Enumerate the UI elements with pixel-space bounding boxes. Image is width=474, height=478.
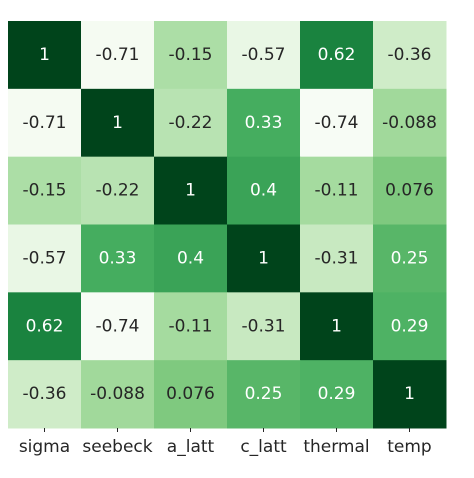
cell-annotation-r1-c3: 0.33 — [245, 113, 283, 133]
cell-annotation-r0-c4: 0.62 — [318, 45, 356, 65]
cell-annotation-r5-c5: 1 — [404, 384, 415, 404]
cells-layer — [8, 21, 447, 429]
cell-annotation-r0-c3: -0.57 — [242, 45, 286, 65]
x-tick-label-c_latt: c_latt — [240, 437, 287, 457]
cell-annotation-r0-c2: -0.15 — [169, 45, 213, 65]
heatmap-cell-r2-c3 — [227, 156, 301, 225]
cell-annotation-r0-c1: -0.71 — [96, 45, 140, 65]
heatmap-cell-r5-c4 — [300, 360, 374, 429]
cell-annotation-r3-c5: 0.25 — [391, 248, 429, 268]
cell-annotation-r3-c1: 0.33 — [99, 248, 137, 268]
heatmap-cell-r1-c4 — [300, 88, 374, 158]
heatmap-cell-r4-c4 — [300, 292, 374, 361]
heatmap-cell-r0-c1 — [81, 21, 155, 90]
heatmap-cell-r5-c2 — [154, 360, 228, 429]
heatmap-cell-r4-c1 — [81, 292, 155, 361]
x-tick-label-temp: temp — [387, 437, 431, 457]
heatmap-cell-r1-c2 — [154, 88, 228, 158]
cell-annotation-r1-c1: 1 — [112, 113, 123, 133]
heatmap-cell-r2-c2 — [154, 156, 228, 225]
cell-annotation-r3-c3: 1 — [258, 248, 269, 268]
heatmap-cell-r1-c3 — [227, 88, 301, 158]
heatmap-cell-r2-c4 — [300, 156, 374, 225]
cell-annotation-r0-c5: -0.36 — [388, 45, 432, 65]
cell-annotation-r1-c5: -0.088 — [382, 113, 437, 133]
heatmap-cell-r1-c5 — [373, 88, 447, 158]
cell-annotation-r5-c0: -0.36 — [23, 384, 67, 404]
heatmap-cell-r2-c0 — [8, 156, 82, 225]
cell-annotation-r1-c2: -0.22 — [169, 113, 213, 133]
cell-annotation-r1-c0: -0.71 — [23, 113, 67, 133]
heatmap-cell-r4-c5 — [373, 292, 447, 361]
cell-annotation-r2-c0: -0.15 — [23, 181, 67, 201]
heatmap-cell-r3-c0 — [8, 224, 82, 293]
heatmap-cell-r3-c3 — [227, 224, 301, 293]
x-tick-label-a_latt: a_latt — [167, 437, 215, 457]
cell-annotation-r4-c1: -0.74 — [96, 316, 140, 336]
cell-annotation-r5-c2: 0.076 — [166, 384, 215, 404]
heatmap-cell-r3-c4 — [300, 224, 374, 293]
heatmap-cell-r0-c5 — [373, 21, 447, 90]
cell-annotation-r5-c4: 0.29 — [318, 384, 356, 404]
heatmap-cell-r1-c1 — [81, 88, 155, 158]
cell-annotation-r4-c4: 1 — [331, 316, 342, 336]
heatmap-cell-r1-c0 — [8, 88, 82, 158]
cell-annotation-r2-c2: 1 — [185, 181, 196, 201]
heatmap-cell-r4-c2 — [154, 292, 228, 361]
heatmap-cell-r5-c0 — [8, 360, 82, 429]
cell-annotation-r2-c5: 0.076 — [385, 181, 434, 201]
cell-annotation-r1-c4: -0.74 — [315, 113, 359, 133]
cell-annotation-r5-c3: 0.25 — [245, 384, 283, 404]
heatmap-cell-r0-c0 — [8, 21, 82, 90]
heatmap-cell-r4-c3 — [227, 292, 301, 361]
x-tick-label-sigma: sigma — [19, 437, 70, 457]
x-tick-label-thermal: thermal — [303, 437, 369, 457]
heatmap-cell-r0-c2 — [154, 21, 228, 90]
cell-annotation-r0-c0: 1 — [39, 45, 50, 65]
heatmap-cell-r0-c3 — [227, 21, 301, 90]
heatmap-cell-r3-c5 — [373, 224, 447, 293]
cell-annotation-r4-c0: 0.62 — [26, 316, 64, 336]
heatmap-cell-r5-c5 — [373, 360, 447, 429]
heatmap-cell-r3-c2 — [154, 224, 228, 293]
annotations-layer: 1 -0.71 -0.15 -0.57 0.62 -0.36 -0.71 1 -0.22 0.33… — [23, 45, 437, 404]
cell-annotation-r2-c4: -0.11 — [315, 181, 359, 201]
cell-annotation-r3-c4: -0.31 — [315, 248, 359, 268]
heatmap-cell-r4-c0 — [8, 292, 82, 361]
cell-annotation-r3-c2: 0.4 — [177, 248, 204, 268]
cell-annotation-r2-c1: -0.22 — [96, 181, 140, 201]
heatmap-cell-r2-c1 — [81, 156, 155, 225]
cell-annotation-r5-c1: -0.088 — [90, 384, 145, 404]
cell-annotation-r2-c3: 0.4 — [250, 181, 277, 201]
cell-annotation-r4-c3: -0.31 — [242, 316, 286, 336]
cell-annotation-r3-c0: -0.57 — [23, 248, 67, 268]
cell-annotation-r4-c2: -0.11 — [169, 316, 213, 336]
heatmap-cell-r5-c1 — [81, 360, 155, 429]
x-tick-labels: sigma seebeck a_latt c_latt thermal temp — [19, 428, 432, 457]
heatmap-cell-r0-c4 — [300, 21, 374, 90]
x-tick-label-seebeck: seebeck — [82, 437, 152, 457]
heatmap-cell-r2-c5 — [373, 156, 447, 225]
heatmap-cell-r5-c3 — [227, 360, 301, 429]
heatmap-cell-r3-c1 — [81, 224, 155, 293]
cell-annotation-r4-c5: 0.29 — [391, 316, 429, 336]
